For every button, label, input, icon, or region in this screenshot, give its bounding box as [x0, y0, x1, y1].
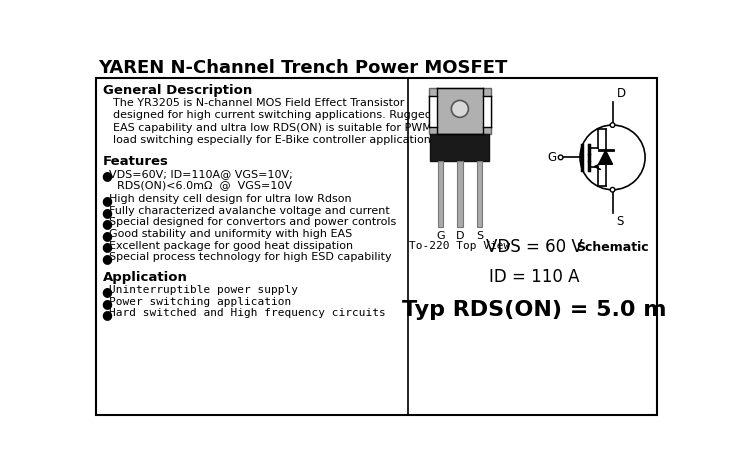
- Text: G: G: [436, 230, 445, 241]
- Text: VDS = 60 V: VDS = 60 V: [486, 238, 583, 256]
- Text: Special designed for convertors and power controls: Special designed for convertors and powe…: [109, 218, 396, 227]
- Text: EAS capability and ultra low RDS(ON) is suitable for PWM,: EAS capability and ultra low RDS(ON) is …: [114, 123, 436, 133]
- Text: ●: ●: [101, 241, 112, 253]
- Text: Uninterruptible power supply: Uninterruptible power supply: [109, 285, 298, 295]
- Text: Excellent package for good heat dissipation: Excellent package for good heat dissipat…: [109, 241, 353, 251]
- Text: Power switching application: Power switching application: [109, 297, 291, 307]
- Bar: [429, 88, 491, 134]
- Text: Special process technology for high ESD capability: Special process technology for high ESD …: [109, 252, 391, 262]
- Text: ID = 110 A: ID = 110 A: [489, 268, 580, 285]
- Circle shape: [610, 123, 615, 127]
- Text: ●: ●: [101, 252, 112, 265]
- Text: Typ RDS(ON) = 5.0 m: Typ RDS(ON) = 5.0 m: [402, 300, 666, 320]
- Text: Fully characterized avalanche voltage and current: Fully characterized avalanche voltage an…: [109, 206, 390, 216]
- Text: S: S: [476, 230, 483, 241]
- Circle shape: [451, 100, 468, 117]
- Text: To-220 Top View: To-220 Top View: [410, 241, 511, 252]
- Text: S: S: [617, 215, 624, 228]
- Text: G: G: [548, 151, 557, 164]
- Text: YAREN N-Channel Trench Power MOSFET: YAREN N-Channel Trench Power MOSFET: [98, 59, 507, 77]
- Bar: [430, 134, 490, 161]
- Text: D: D: [617, 88, 625, 100]
- Text: ●: ●: [101, 218, 112, 230]
- Text: ●: ●: [101, 206, 112, 219]
- Bar: [457, 161, 462, 227]
- Text: Hard switched and High frequency circuits: Hard switched and High frequency circuit…: [109, 309, 385, 318]
- Bar: [429, 96, 437, 127]
- Circle shape: [559, 155, 563, 160]
- Text: ●: ●: [101, 195, 112, 207]
- Text: General Description: General Description: [103, 84, 252, 97]
- Text: RDS(ON)<6.0mΩ  @  VGS=10V: RDS(ON)<6.0mΩ @ VGS=10V: [117, 180, 291, 190]
- Text: The YR3205 is N-channel MOS Field Effect Transistor: The YR3205 is N-channel MOS Field Effect…: [114, 98, 405, 108]
- Bar: [437, 161, 443, 227]
- Text: ●: ●: [101, 229, 112, 242]
- Polygon shape: [599, 150, 613, 164]
- Text: Good stability and uniformity with high EAS: Good stability and uniformity with high …: [109, 229, 352, 239]
- Text: ●: ●: [101, 169, 112, 182]
- Text: ●: ●: [101, 297, 112, 310]
- Text: High density cell design for ultra low Rdson: High density cell design for ultra low R…: [109, 195, 352, 204]
- Bar: [483, 96, 491, 127]
- Text: ●: ●: [101, 309, 112, 321]
- Bar: [477, 161, 482, 227]
- Text: ●: ●: [101, 285, 112, 298]
- Text: Schematic: Schematic: [576, 241, 649, 254]
- Text: designed for high current switching applications. Rugged: designed for high current switching appl…: [114, 110, 432, 121]
- Text: D: D: [456, 230, 464, 241]
- Circle shape: [580, 125, 645, 190]
- Text: Features: Features: [103, 155, 169, 168]
- Circle shape: [610, 187, 615, 192]
- Text: VDS=60V; ID=110A@ VGS=10V;: VDS=60V; ID=110A@ VGS=10V;: [109, 169, 293, 179]
- Text: Application: Application: [103, 271, 187, 284]
- Text: load switching especially for E-Bike controller applications.: load switching especially for E-Bike con…: [114, 135, 440, 145]
